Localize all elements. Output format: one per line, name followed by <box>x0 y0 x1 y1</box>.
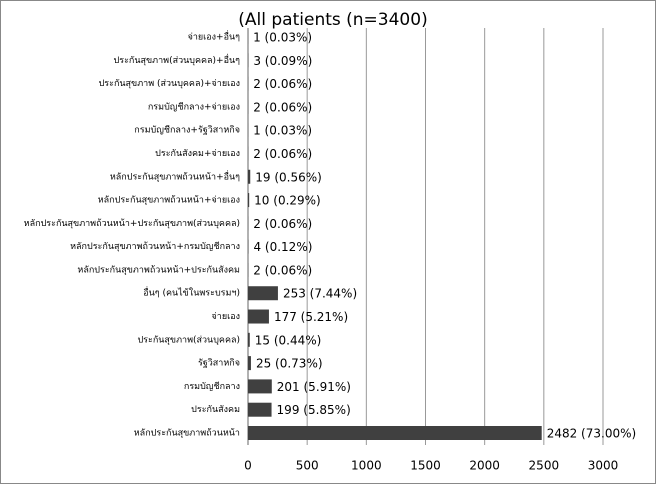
value-label: 19 (0.56%) <box>255 170 322 184</box>
bar <box>248 379 272 394</box>
y-tick-label: หลักประกันสุขภาพถ้วนหน้า+ประกันสังคม <box>77 264 240 275</box>
y-tick-label: ประกันสุขภาพ (ส่วนบุคคล)+จ่ายเอง <box>99 79 240 89</box>
value-label: 2 (0.06%) <box>253 77 312 91</box>
bar <box>248 169 251 184</box>
y-tick-label: หลักประกันสุขภาพถ้วนหน้า <box>134 428 240 439</box>
x-tick-label: 2000 <box>469 459 500 473</box>
y-tick-label: กรมบัญชีกลาง <box>184 381 240 392</box>
value-label: 2 (0.06%) <box>253 100 312 114</box>
value-label: 1 (0.03%) <box>253 31 312 45</box>
y-tick-label: หลักประกันสุขภาพถ้วนหน้า+อื่นๆ <box>110 169 240 182</box>
bar <box>248 356 251 371</box>
bar <box>248 193 250 208</box>
x-tick-label: 0 <box>244 459 252 473</box>
y-tick-label: จ่ายเอง <box>212 312 240 322</box>
value-label: 2 (0.06%) <box>253 147 312 161</box>
value-label: 2 (0.06%) <box>253 217 312 231</box>
value-label: 2 (0.06%) <box>253 263 312 277</box>
value-label: 25 (0.73%) <box>256 357 323 371</box>
y-tick-label: หลักประกันสุขภาพถ้วนหน้า+ประกันสุขภาพ(ส่… <box>24 218 240 229</box>
x-tick-label: 2500 <box>529 459 560 473</box>
y-tick-label: หลักประกันสุขภาพถ้วนหน้า+จ่ายเอง <box>98 195 240 206</box>
y-tick-label: จ่ายเอง+อื่นๆ <box>188 30 241 43</box>
value-label: 177 (5.21%) <box>274 310 348 324</box>
y-tick-label: กรมบัญชีกลาง+รัฐวิสาหกิจ <box>134 125 240 136</box>
value-label: 10 (0.29%) <box>254 194 321 208</box>
bar <box>248 426 542 440</box>
bar <box>248 309 269 324</box>
y-tick-label: ประกันสังคม+จ่ายเอง <box>155 149 240 159</box>
value-label: 253 (7.44%) <box>283 287 357 301</box>
value-label: 1 (0.03%) <box>253 124 312 138</box>
x-tick-label: 3000 <box>588 459 619 473</box>
value-label: 4 (0.12%) <box>253 240 312 254</box>
bar <box>248 402 272 417</box>
bar <box>248 286 278 301</box>
x-tick-label: 1000 <box>351 459 382 473</box>
value-label: 15 (0.44%) <box>255 333 322 347</box>
chart-title: (All patients (n=3400) <box>238 10 427 30</box>
y-tick-label: ประกันสุขภาพ(ส่วนบุคคล)+อื่นๆ <box>114 53 241 66</box>
value-label: 2482 (73.00%) <box>547 427 636 441</box>
value-label: 201 (5.91%) <box>277 380 351 394</box>
x-tick-label: 1500 <box>410 459 441 473</box>
y-tick-label: รัฐวิสาหกิจ <box>198 358 240 369</box>
value-label: 3 (0.09%) <box>253 54 312 68</box>
bar <box>248 332 250 347</box>
y-tick-label: กรมบัญชีกลาง+จ่ายเอง <box>148 101 240 112</box>
y-tick-label: ประกันสุขภาพ(ส่วนบุคคล) <box>137 335 240 345</box>
value-label: 199 (5.85%) <box>277 403 351 417</box>
y-tick-label: ประกันสังคม <box>191 405 240 415</box>
y-tick-label: หลักประกันสุขภาพถ้วนหน้า+กรมบัญชีกลาง <box>70 241 240 252</box>
y-tick-label: อื่นๆ (คนไข้ในพระบรมฯ) <box>143 286 240 299</box>
x-tick-label: 500 <box>296 459 319 473</box>
